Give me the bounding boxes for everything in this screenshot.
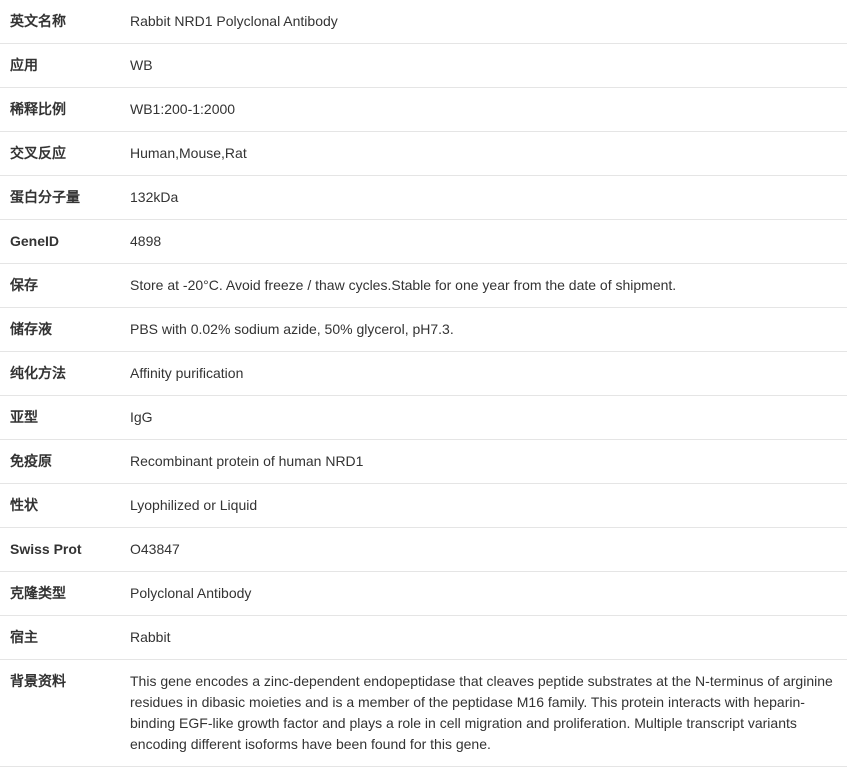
spec-table-body: 英文名称 Rabbit NRD1 Polyclonal Antibody 应用 … xyxy=(0,0,847,767)
row-value: 132kDa xyxy=(120,176,847,220)
row-label: 储存液 xyxy=(0,308,120,352)
row-label: 免疫原 xyxy=(0,440,120,484)
row-label: 性状 xyxy=(0,484,120,528)
row-value: WB1:200-1:2000 xyxy=(120,88,847,132)
row-value: Rabbit xyxy=(120,616,847,660)
row-label: 蛋白分子量 xyxy=(0,176,120,220)
table-row: 背景资料 This gene encodes a zinc-dependent … xyxy=(0,660,847,767)
row-value: 4898 xyxy=(120,220,847,264)
table-row: 宿主 Rabbit xyxy=(0,616,847,660)
table-row: 交叉反应 Human,Mouse,Rat xyxy=(0,132,847,176)
table-row: 应用 WB xyxy=(0,44,847,88)
table-row: 保存 Store at -20°C. Avoid freeze / thaw c… xyxy=(0,264,847,308)
row-value: Affinity purification xyxy=(120,352,847,396)
table-row: Swiss Prot O43847 xyxy=(0,528,847,572)
row-label: Swiss Prot xyxy=(0,528,120,572)
table-row: 纯化方法 Affinity purification xyxy=(0,352,847,396)
table-row: 性状 Lyophilized or Liquid xyxy=(0,484,847,528)
row-value: Rabbit NRD1 Polyclonal Antibody xyxy=(120,0,847,44)
table-row: 亚型 IgG xyxy=(0,396,847,440)
row-label: 亚型 xyxy=(0,396,120,440)
table-row: 稀释比例 WB1:200-1:2000 xyxy=(0,88,847,132)
table-row: 免疫原 Recombinant protein of human NRD1 xyxy=(0,440,847,484)
row-label: GeneID xyxy=(0,220,120,264)
row-value: O43847 xyxy=(120,528,847,572)
row-label: 纯化方法 xyxy=(0,352,120,396)
row-value: This gene encodes a zinc-dependent endop… xyxy=(120,660,847,767)
row-label: 应用 xyxy=(0,44,120,88)
spec-table: 英文名称 Rabbit NRD1 Polyclonal Antibody 应用 … xyxy=(0,0,847,767)
row-value: Polyclonal Antibody xyxy=(120,572,847,616)
row-label: 交叉反应 xyxy=(0,132,120,176)
table-row: 克隆类型 Polyclonal Antibody xyxy=(0,572,847,616)
row-value: Human,Mouse,Rat xyxy=(120,132,847,176)
row-value: Store at -20°C. Avoid freeze / thaw cycl… xyxy=(120,264,847,308)
row-value: PBS with 0.02% sodium azide, 50% glycero… xyxy=(120,308,847,352)
row-label: 保存 xyxy=(0,264,120,308)
row-label: 背景资料 xyxy=(0,660,120,767)
row-value: WB xyxy=(120,44,847,88)
table-row: 英文名称 Rabbit NRD1 Polyclonal Antibody xyxy=(0,0,847,44)
row-label: 宿主 xyxy=(0,616,120,660)
row-label: 稀释比例 xyxy=(0,88,120,132)
row-value: IgG xyxy=(120,396,847,440)
table-row: GeneID 4898 xyxy=(0,220,847,264)
row-label: 英文名称 xyxy=(0,0,120,44)
row-value: Lyophilized or Liquid xyxy=(120,484,847,528)
row-value: Recombinant protein of human NRD1 xyxy=(120,440,847,484)
table-row: 蛋白分子量 132kDa xyxy=(0,176,847,220)
table-row: 储存液 PBS with 0.02% sodium azide, 50% gly… xyxy=(0,308,847,352)
row-label: 克隆类型 xyxy=(0,572,120,616)
